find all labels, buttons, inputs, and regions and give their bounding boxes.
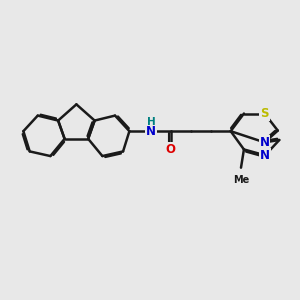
Text: O: O xyxy=(166,143,176,156)
Text: N: N xyxy=(260,136,269,149)
Text: N: N xyxy=(260,149,270,162)
Text: S: S xyxy=(260,107,269,120)
Text: N: N xyxy=(146,125,156,138)
Text: Me: Me xyxy=(233,175,249,185)
Text: H: H xyxy=(147,117,156,127)
